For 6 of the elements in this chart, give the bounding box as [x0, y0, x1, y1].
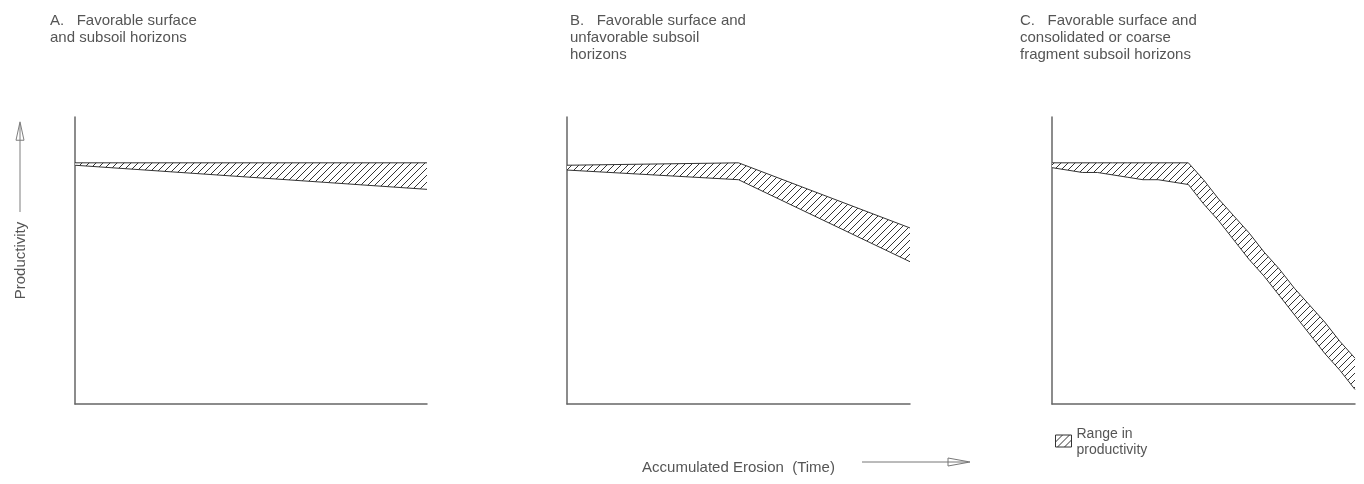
y-axis-title: Productivity [11, 221, 28, 300]
legend-label: Range in productivity [1076, 425, 1148, 457]
chart-title: C. Favorable surface and consolidated or coarse fragment subsoil horizons [1020, 11, 1201, 62]
chart-title: A. Favorable surface and subsoil horizons [50, 11, 201, 45]
x-axis-title: Accumulated Erosion (Time) [642, 458, 835, 475]
chart-title: B. Favorable surface and unfavorable subsoil horizons [570, 11, 751, 62]
